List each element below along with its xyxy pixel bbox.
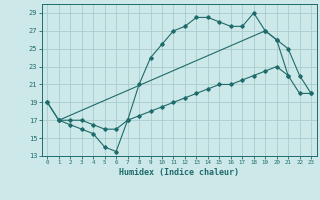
X-axis label: Humidex (Indice chaleur): Humidex (Indice chaleur) [119, 168, 239, 177]
